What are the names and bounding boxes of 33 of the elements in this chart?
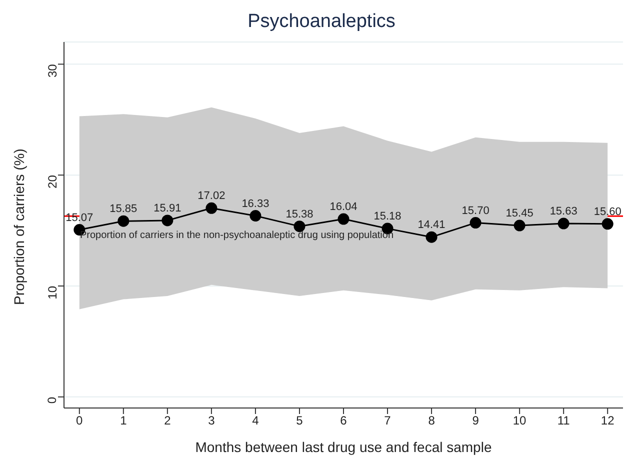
x-tick-label: 6 — [340, 414, 348, 428]
x-tick-label: 5 — [296, 414, 304, 428]
x-tick-label: 11 — [557, 414, 570, 428]
x-tick-label: 12 — [600, 414, 615, 428]
text: 15.07 — [66, 212, 94, 224]
x-tick-label: 8 — [428, 414, 436, 428]
y-tick-label: 10 — [45, 286, 60, 300]
y-axis-title: Proportion of carriers (%) — [10, 148, 27, 305]
text: 15.45 — [506, 208, 534, 220]
text: 15.18 — [374, 210, 402, 223]
text: 14.41 — [418, 219, 446, 232]
text: 15.91 — [154, 202, 182, 214]
text: 15.38 — [286, 208, 314, 220]
x-tick-label: 2 — [164, 414, 172, 428]
text: 15.60 — [594, 206, 622, 218]
x-tick-label: 9 — [472, 414, 480, 428]
text: 16.33 — [242, 198, 270, 210]
y-tick-label: 30 — [45, 64, 60, 78]
text: 15.70 — [462, 204, 490, 217]
x-axis-title: Months between last drug use and fecal sample — [195, 439, 492, 455]
x-tick-label: 7 — [384, 414, 392, 428]
chart-title: Psychoanaleptics — [246, 10, 396, 34]
text: 15.63 — [550, 206, 578, 218]
text: 17.02 — [198, 190, 226, 202]
x-tick-label: 10 — [512, 414, 527, 428]
x-tick-label: 0 — [76, 414, 84, 428]
text: 15.85 — [110, 203, 138, 216]
y-tick-label: 20 — [45, 174, 60, 188]
y-tick-label: 0 — [45, 396, 60, 404]
x-tick-label: 4 — [252, 414, 260, 428]
x-tick-label: 1 — [120, 414, 128, 428]
x-tick-label: 3 — [208, 414, 216, 428]
text: 16.04 — [330, 201, 358, 214]
